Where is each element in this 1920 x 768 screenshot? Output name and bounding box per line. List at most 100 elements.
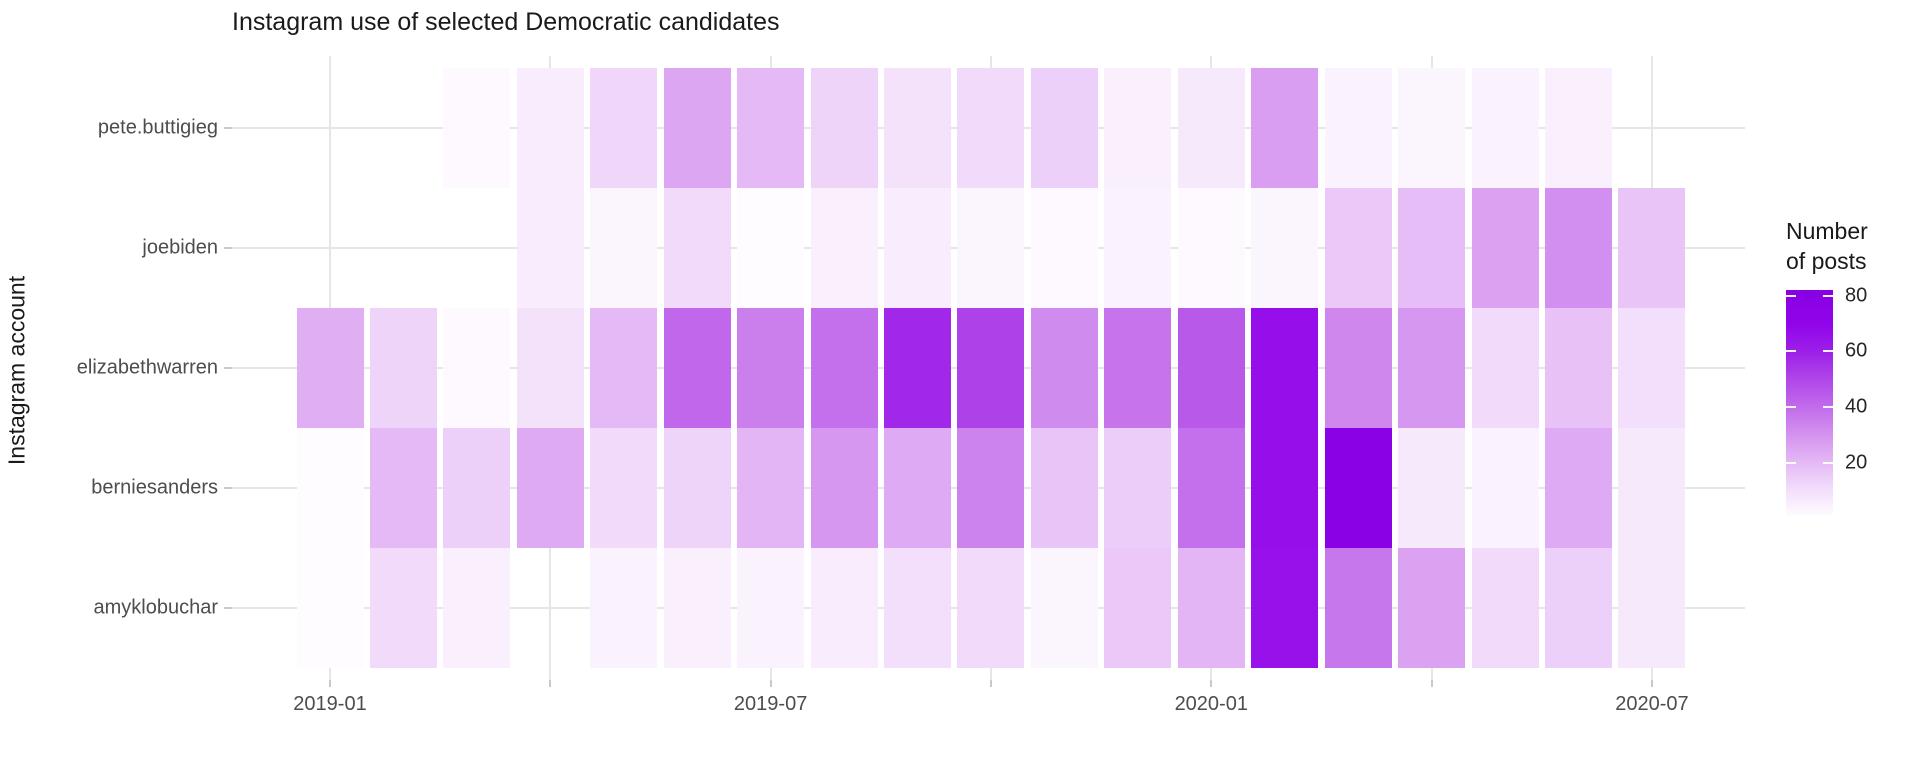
heatmap-tile (1030, 188, 1098, 308)
legend-tick-dash (1786, 294, 1796, 297)
x-axis-tick-label: 2020-01 (1174, 693, 1248, 715)
heatmap-tile (663, 428, 731, 548)
heatmap-tile (1618, 188, 1686, 308)
y-tick-mark (224, 247, 232, 249)
heatmap-tile (663, 548, 731, 668)
heatmap-tile (1324, 68, 1392, 188)
heatmap-tile (810, 308, 878, 428)
heatmap-tile (1324, 188, 1392, 308)
x-tick-mark (1650, 680, 1653, 687)
x-tick-mark (989, 680, 992, 687)
heatmap-tile (957, 308, 1025, 428)
heatmap-tile (1544, 188, 1612, 308)
heatmap-tile (296, 308, 364, 428)
heatmap-tile (1324, 548, 1392, 668)
heatmap-tile (884, 188, 952, 308)
heatmap-tile (1177, 68, 1245, 188)
heatmap-tile (810, 68, 878, 188)
heatmap-tile (1104, 68, 1172, 188)
y-tick-mark (224, 127, 232, 129)
heatmap-tile (1030, 308, 1098, 428)
legend-tick-label: 80 (1845, 284, 1868, 307)
x-tick-mark (1210, 680, 1213, 687)
heatmap-tile (957, 188, 1025, 308)
heatmap-tile (1618, 548, 1686, 668)
heatmap-tile (1544, 428, 1612, 548)
heatmap-tile (1471, 68, 1539, 188)
heatmap-tile (1251, 68, 1319, 188)
heatmap-tile (296, 548, 364, 668)
heatmap-tile (516, 68, 584, 188)
legend-tick-dash (1823, 350, 1833, 353)
heatmap-tile (1177, 428, 1245, 548)
legend-tick-dash (1823, 294, 1833, 297)
heatmap-tile (884, 428, 952, 548)
heatmap-tile (369, 308, 437, 428)
heatmap-tile (884, 548, 952, 668)
legend-title: Number of posts (1786, 216, 1868, 276)
plot-title: Instagram use of selected Democratic can… (232, 8, 780, 36)
y-tick-mark (224, 607, 232, 609)
heatmap-tile (296, 428, 364, 548)
heatmap-tile (1104, 548, 1172, 668)
heatmap-tile (443, 428, 511, 548)
legend-tick-dash (1786, 350, 1796, 353)
heatmap-tile (1324, 428, 1392, 548)
heatmap-tile (590, 548, 658, 668)
heatmap-tile (1544, 68, 1612, 188)
heatmap-tile (1398, 428, 1466, 548)
y-tick-mark (224, 487, 232, 489)
heatmap-tile (810, 188, 878, 308)
heatmap-tile (1177, 188, 1245, 308)
y-tick-mark (224, 367, 232, 369)
heatmap-tile (957, 428, 1025, 548)
plot-panel (232, 56, 1745, 680)
heatmap-tile (590, 68, 658, 188)
legend-tick-dash (1823, 406, 1833, 409)
x-tick-mark (549, 680, 552, 687)
x-tick-mark (1430, 680, 1433, 687)
heatmap-tile (443, 308, 511, 428)
heatmap-tile (590, 308, 658, 428)
heatmap-tile (1398, 548, 1466, 668)
heatmap-tile (957, 68, 1025, 188)
legend-tick-dash (1786, 461, 1796, 464)
heatmap-tile (590, 428, 658, 548)
legend-title-line1: Number (1786, 218, 1868, 244)
legend-tick-label: 60 (1845, 339, 1868, 362)
heatmap-tile (1251, 548, 1319, 668)
heatmap-tile (737, 428, 805, 548)
heatmap-tile (1177, 548, 1245, 668)
x-axis-tick-label: 2020-07 (1615, 693, 1689, 715)
heatmap-tile (737, 68, 805, 188)
heatmap-tile (737, 548, 805, 668)
heatmap-tile (1398, 68, 1466, 188)
heatmap-tile (1030, 548, 1098, 668)
heatmap-tile (1618, 428, 1686, 548)
heatmap-tile (1251, 188, 1319, 308)
heatmap-tile (1471, 428, 1539, 548)
legend-tick-label: 20 (1845, 451, 1868, 474)
heatmap-tile (663, 308, 731, 428)
heatmap-tile (516, 308, 584, 428)
heatmap-tile (663, 68, 731, 188)
heatmap-tile (737, 188, 805, 308)
heatmap-tile (1471, 188, 1539, 308)
x-axis-tick-label: 2019-07 (733, 693, 808, 715)
legend-tick-dash (1823, 461, 1833, 464)
y-axis-tick-label: berniesanders (91, 476, 218, 499)
legend-gradient-bar: 80 60 40 20 (1786, 284, 1867, 516)
legend-tick-label: 40 (1845, 395, 1868, 418)
heatmap-tile (1471, 548, 1539, 668)
heatmap-tile (1618, 308, 1686, 428)
heatmap-tile (443, 548, 511, 668)
heatmap-tile (516, 188, 584, 308)
heatmap-tile (369, 428, 437, 548)
legend-tick-dash (1786, 406, 1796, 409)
color-legend: Number of posts 80 60 40 20 (1786, 216, 1868, 516)
heatmap-tile (516, 428, 584, 548)
heatmap-tile (810, 548, 878, 668)
heatmap-tile (1251, 308, 1319, 428)
heatmap-tile (737, 308, 805, 428)
